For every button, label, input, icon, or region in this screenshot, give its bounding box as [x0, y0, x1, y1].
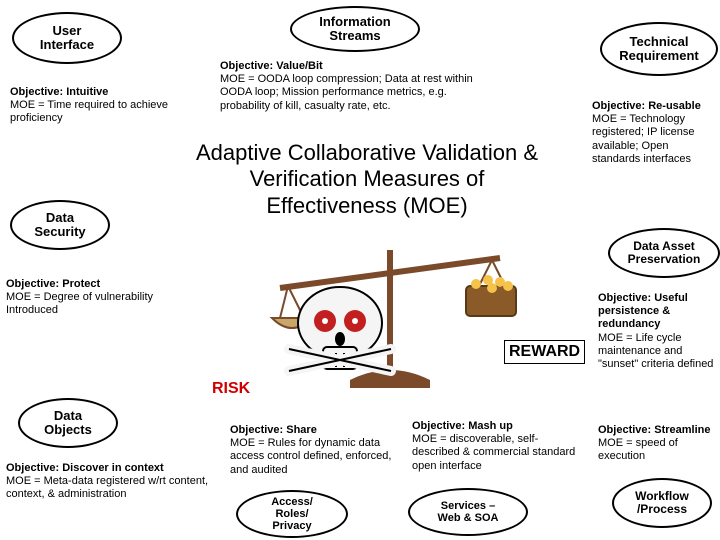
bubble-data-security: Data Security — [10, 200, 110, 250]
objective-heading: Objective: Streamline — [598, 424, 718, 437]
objective-body: MOE = Meta-data registered w/rt content,… — [6, 475, 216, 501]
objective-body: MOE = speed of execution — [598, 437, 718, 463]
bubble-services: Services – Web & SOA — [408, 488, 528, 536]
objective-body: MOE = OODA loop compression; Data at res… — [220, 73, 480, 113]
bubble-user-interface: User Interface — [12, 12, 122, 64]
block-useful: Objective: Useful persistence & redundan… — [598, 292, 718, 371]
bubble-data-asset: Data Asset Preservation — [608, 228, 720, 278]
bubble-access: Access/ Roles/ Privacy — [236, 490, 348, 538]
objective-heading: Objective: Discover in context — [6, 462, 216, 475]
bubble-info-streams: Information Streams — [290, 6, 420, 52]
bubble-tech-requirement: Technical Requirement — [600, 22, 718, 76]
risk-reward-illustration — [260, 230, 520, 400]
block-discover: Objective: Discover in contextMOE = Meta… — [6, 462, 216, 502]
objective-heading: Objective: Share — [230, 424, 400, 437]
bubble-workflow: Workflow /Process — [612, 478, 712, 528]
block-protect: Objective: ProtectMOE = Degree of vulner… — [6, 278, 166, 318]
objective-heading: Objective: Re-usable — [592, 100, 718, 113]
block-share: Objective: ShareMOE = Rules for dynamic … — [230, 424, 400, 477]
objective-body: MOE = Life cycle maintenance and "sunset… — [598, 332, 718, 372]
objective-body: MOE = discoverable, self-described & com… — [412, 433, 582, 473]
reward-label: REWARD — [504, 340, 585, 364]
objective-heading: Objective: Intuitive — [10, 86, 170, 99]
objective-heading: Objective: Mash up — [412, 420, 582, 433]
bubble-data-objects: Data Objects — [18, 398, 118, 448]
objective-body: MOE = Time required to achieve proficien… — [10, 99, 170, 125]
objective-body: MOE = Degree of vulnerability Introduced — [6, 291, 166, 317]
objective-body: MOE = Technology registered; IP license … — [592, 113, 718, 166]
objective-heading: Objective: Useful persistence & redundan… — [598, 292, 718, 332]
risk-label: RISK — [208, 378, 254, 400]
block-mashup: Objective: Mash upMOE = discoverable, se… — [412, 420, 582, 473]
block-intuitive: Objective: IntuitiveMOE = Time required … — [10, 86, 170, 126]
block-streamline: Objective: StreamlineMOE = speed of exec… — [598, 424, 718, 464]
objective-heading: Objective: Protect — [6, 278, 166, 291]
block-valuebit: Objective: Value/BitMOE = OODA loop comp… — [220, 60, 480, 113]
objective-heading: Objective: Value/Bit — [220, 60, 480, 73]
block-reusable: Objective: Re-usableMOE = Technology reg… — [592, 100, 718, 166]
main-title: Adaptive Collaborative Validation & Veri… — [192, 140, 542, 219]
objective-body: MOE = Rules for dynamic data access cont… — [230, 437, 400, 477]
